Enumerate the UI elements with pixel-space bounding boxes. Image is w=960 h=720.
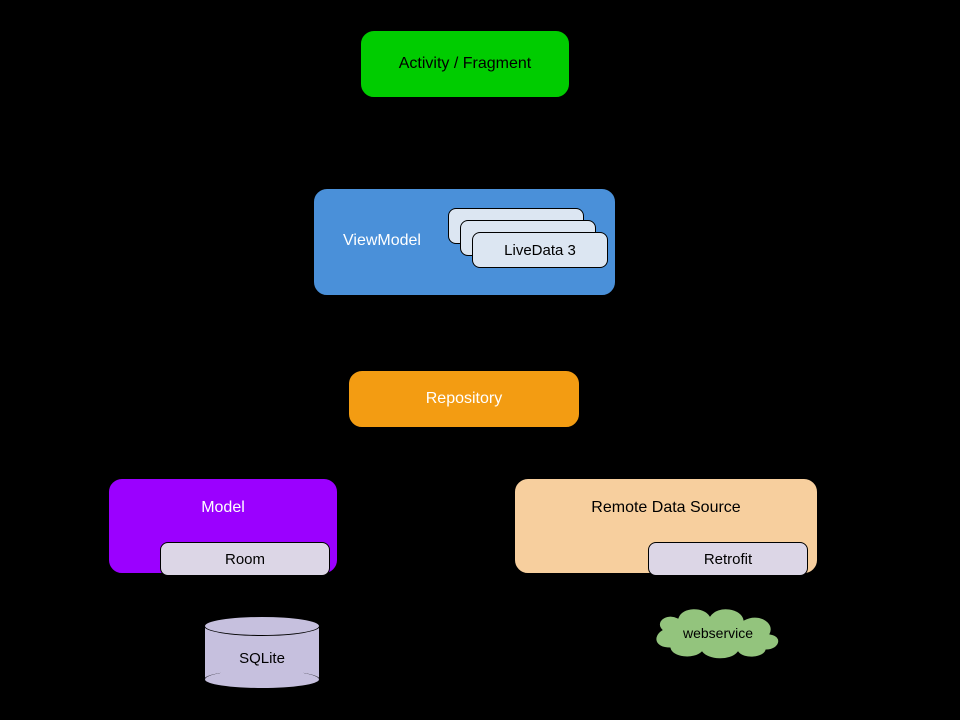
node-activity-fragment: Activity / Fragment: [360, 30, 570, 98]
node-room: Room: [160, 542, 330, 576]
node-repository-label: Repository: [426, 390, 502, 408]
node-webservice-label: webservice: [648, 625, 788, 641]
node-model-label: Model: [201, 499, 245, 517]
node-sqlite-label: SQLite: [204, 650, 320, 667]
node-room-label: Room: [225, 551, 265, 568]
node-retrofit: Retrofit: [648, 542, 808, 576]
livedata-card-front-label: LiveData 3: [504, 242, 576, 259]
node-viewmodel-label: ViewModel: [343, 232, 421, 250]
node-remote-label: Remote Data Source: [591, 499, 740, 517]
node-sqlite-cylinder: SQLite: [204, 616, 320, 688]
sqlite-cylinder-top: [204, 616, 320, 636]
livedata-card-front: LiveData 3: [472, 232, 608, 268]
sqlite-cylinder-bottom: [204, 670, 320, 689]
node-repository: Repository: [348, 370, 580, 428]
node-retrofit-label: Retrofit: [704, 551, 752, 568]
node-activity-label: Activity / Fragment: [399, 55, 531, 73]
